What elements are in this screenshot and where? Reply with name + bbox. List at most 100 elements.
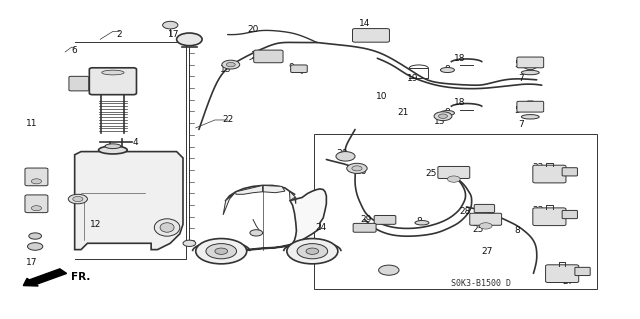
Circle shape: [336, 152, 355, 161]
Ellipse shape: [154, 219, 180, 236]
Text: 5: 5: [515, 106, 520, 115]
Text: 25: 25: [472, 225, 484, 234]
Text: 6: 6: [72, 46, 77, 55]
Circle shape: [250, 230, 262, 236]
Text: 2: 2: [116, 30, 122, 39]
Polygon shape: [289, 191, 296, 204]
Text: 13: 13: [220, 65, 232, 74]
Text: 17: 17: [26, 258, 38, 267]
Circle shape: [347, 163, 367, 174]
Text: 4: 4: [132, 137, 138, 147]
Text: 22: 22: [222, 115, 233, 124]
Circle shape: [352, 166, 362, 171]
Circle shape: [434, 112, 452, 121]
Polygon shape: [262, 185, 285, 193]
FancyBboxPatch shape: [545, 265, 579, 283]
Text: 17: 17: [168, 30, 179, 39]
Text: 9: 9: [289, 63, 294, 72]
FancyBboxPatch shape: [533, 165, 566, 183]
Text: 7: 7: [518, 74, 524, 83]
FancyBboxPatch shape: [562, 168, 577, 176]
Ellipse shape: [522, 70, 540, 75]
Ellipse shape: [105, 144, 121, 149]
Text: 20: 20: [248, 25, 259, 34]
Text: 8: 8: [445, 65, 451, 74]
FancyBboxPatch shape: [25, 168, 48, 186]
Circle shape: [297, 244, 328, 259]
Circle shape: [438, 114, 447, 118]
Text: 18: 18: [454, 98, 466, 107]
Circle shape: [177, 33, 202, 46]
Text: 14: 14: [359, 19, 371, 28]
Circle shape: [306, 248, 319, 254]
Text: 21: 21: [397, 108, 408, 116]
FancyBboxPatch shape: [69, 76, 89, 91]
Circle shape: [222, 60, 240, 69]
Text: 13: 13: [434, 117, 445, 126]
Text: 25: 25: [426, 169, 437, 178]
Text: 27: 27: [563, 277, 574, 286]
Circle shape: [31, 179, 42, 184]
Text: 31: 31: [385, 267, 396, 276]
FancyBboxPatch shape: [374, 215, 396, 224]
Circle shape: [31, 206, 42, 211]
Circle shape: [29, 233, 42, 239]
Polygon shape: [205, 189, 326, 252]
FancyBboxPatch shape: [533, 208, 566, 226]
Circle shape: [28, 243, 43, 250]
FancyBboxPatch shape: [291, 65, 307, 72]
Circle shape: [379, 265, 399, 275]
Circle shape: [287, 239, 338, 264]
Circle shape: [183, 240, 196, 247]
Ellipse shape: [160, 223, 174, 232]
Text: 11: 11: [26, 119, 38, 128]
Text: 30: 30: [337, 149, 348, 158]
Text: 12: 12: [90, 220, 101, 229]
Circle shape: [73, 197, 83, 202]
Text: 23: 23: [532, 163, 543, 172]
Text: 24: 24: [316, 223, 327, 232]
Circle shape: [215, 248, 228, 254]
Text: 19: 19: [406, 74, 418, 83]
Text: 8: 8: [416, 217, 422, 226]
Polygon shape: [75, 152, 183, 250]
Text: 23: 23: [532, 206, 543, 215]
Ellipse shape: [440, 110, 454, 115]
Text: S0K3-B1500 D: S0K3-B1500 D: [451, 279, 511, 288]
Text: 8: 8: [515, 226, 520, 235]
Text: 5: 5: [515, 60, 520, 69]
FancyBboxPatch shape: [474, 204, 495, 213]
FancyBboxPatch shape: [470, 213, 502, 225]
FancyBboxPatch shape: [517, 57, 543, 68]
Text: 7: 7: [518, 120, 524, 129]
Circle shape: [206, 244, 237, 259]
Text: 16: 16: [250, 51, 262, 60]
Text: FR.: FR.: [72, 272, 91, 282]
Circle shape: [196, 239, 246, 264]
Text: 27: 27: [481, 247, 493, 256]
FancyBboxPatch shape: [575, 267, 590, 276]
Bar: [314, 134, 597, 289]
Circle shape: [68, 194, 88, 204]
Text: 1: 1: [24, 196, 29, 205]
Ellipse shape: [102, 70, 124, 75]
Circle shape: [227, 63, 236, 67]
Text: 26: 26: [356, 167, 367, 176]
Text: 18: 18: [454, 54, 466, 63]
Polygon shape: [236, 185, 262, 194]
FancyBboxPatch shape: [253, 50, 283, 63]
Polygon shape: [223, 192, 236, 215]
FancyBboxPatch shape: [25, 195, 48, 213]
Circle shape: [163, 21, 178, 29]
Ellipse shape: [415, 220, 429, 225]
Ellipse shape: [99, 146, 127, 154]
FancyBboxPatch shape: [90, 68, 136, 95]
Ellipse shape: [522, 115, 540, 119]
FancyBboxPatch shape: [517, 101, 543, 112]
FancyBboxPatch shape: [438, 167, 470, 178]
Ellipse shape: [440, 68, 454, 72]
Circle shape: [447, 176, 460, 182]
Text: 10: 10: [376, 92, 388, 101]
Text: 3: 3: [24, 171, 29, 180]
FancyArrow shape: [23, 269, 67, 286]
